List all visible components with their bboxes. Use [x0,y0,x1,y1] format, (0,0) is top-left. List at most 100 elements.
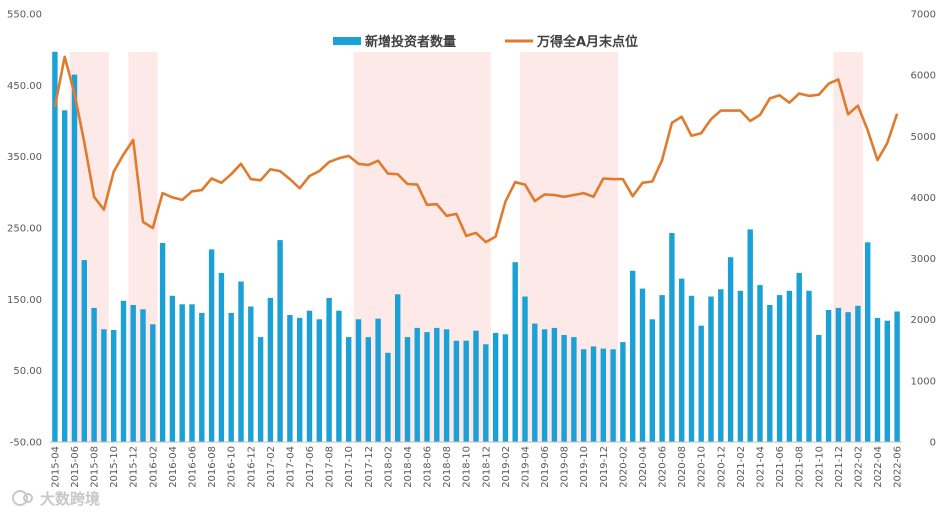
bar-2020-08 [679,278,685,442]
y-right-tick-label: 0 [930,438,936,449]
bar-2021-01 [727,257,734,442]
y-left-tick-label: 150.00 [7,295,42,306]
bar-2021-10 [816,335,822,442]
x-tick-label: 2020-08 [677,446,688,488]
x-tick-label: 2018-02 [383,446,394,488]
x-tick-label: 2021-08 [795,446,806,488]
x-tick-label: 2017-08 [325,446,336,488]
bar-2017-01 [257,337,264,442]
bar-2018-01 [375,318,381,442]
y-right-tick-label: 3000 [911,254,936,265]
bar-2016-10 [228,312,234,442]
x-tick-label: 2016-08 [207,446,218,488]
x-tick-label: 2015-08 [90,446,101,488]
x-tick-label: 2019-04 [521,446,532,488]
y-left-tick-label: -50.00 [10,438,42,449]
bar-2015-05 [62,110,68,443]
x-tick-label: 2021-06 [775,446,786,488]
x-tick-label: 2019-12 [599,446,610,488]
bar-2018-08 [443,329,450,442]
bar-2019-10 [581,349,587,442]
x-tick-label: 2016-10 [227,446,238,488]
bar-2022-04 [874,317,881,442]
bar-2017-03 [277,240,283,442]
x-tick-label: 2017-02 [266,446,277,488]
bar-2016-02 [150,324,156,442]
bar-2020-05 [649,319,655,442]
x-tick-label: 2019-02 [501,446,512,488]
bar-2022-03 [865,242,871,442]
bar-2019-01 [492,332,499,442]
bar-2016-06 [189,304,195,442]
x-tick-label: 2020-04 [638,446,649,488]
bar-2019-09 [571,337,577,442]
bar-2016-07 [199,312,205,442]
y-right-tick-label: 4000 [911,193,936,204]
bar-2015-07 [81,260,87,442]
y-right-tick-label: 2000 [911,315,936,326]
x-tick-label: 2018-04 [403,446,414,488]
x-tick-label: 2018-08 [442,446,453,488]
bar-2020-12 [718,289,724,442]
bar-2022-01 [845,312,851,442]
x-tick-label: 2018-12 [481,446,492,488]
bar-2020-07 [669,233,675,442]
bar-2018-12 [483,344,489,442]
line-series [53,55,899,244]
x-tick-label: 2019-08 [560,446,571,488]
x-tick-label: 2022-04 [873,446,884,488]
bar-2022-02 [855,305,861,442]
bar-2018-11 [473,330,479,442]
bar-2020-02 [620,342,626,442]
bar-2021-08 [796,272,802,442]
x-tick-label: 2015-12 [129,446,140,488]
bar-2021-07 [786,290,793,442]
bar-2017-07 [316,319,322,442]
x-tick-label: 2021-10 [814,446,825,488]
y-right-tick-label: 5000 [911,132,936,143]
x-tick-label: 2020-06 [658,446,669,488]
bar-2016-05 [179,304,185,442]
x-tick-label: 2016-06 [188,446,199,488]
legend-line-label: 万得全A月末点位 [536,34,638,50]
bar-2018-04 [404,337,411,442]
bar-2020-10 [698,325,704,442]
bar-2021-06 [776,295,783,442]
x-tick-label: 2015-06 [70,446,81,488]
x-tick-label: 2021-12 [834,446,845,488]
x-tick-label: 2017-12 [364,446,375,488]
bar-2016-04 [169,295,176,442]
bar-2018-03 [395,294,401,442]
x-tick-label: 2015-10 [109,446,120,488]
bar-2016-09 [218,272,225,442]
bar-2021-04 [757,285,763,442]
bar-2015-06 [71,74,78,442]
y-left-tick-label: 550.00 [7,10,42,21]
bar-2017-10 [346,337,352,442]
axes: 550.00 450.00 350.00 250.00 150.00 50.00 -50.0… [7,10,936,488]
bar-2019-02 [502,334,509,442]
x-tick-label: 2021-02 [736,446,747,488]
bar-2015-08 [91,307,97,442]
x-tick-label: 2018-06 [423,446,434,488]
x-tick-label: 2016-04 [168,446,179,488]
bar-2022-06 [894,311,900,442]
bar-2021-09 [806,290,812,442]
legend: 新增投资者数量 万得全A月末点位 [333,34,638,50]
y-right-tick-label: 6000 [911,71,936,82]
bar-2016-01 [140,309,146,442]
y-right-tick-label: 1000 [911,376,936,387]
legend-bar-swatch [333,37,361,45]
bar-2019-03 [512,262,518,442]
shaded-period-2 [353,52,491,442]
x-tick-label: 2017-10 [344,446,355,488]
bar-2019-05 [532,323,538,442]
bar-2018-09 [453,340,460,442]
bar-2018-10 [463,340,469,442]
x-tick-label: 2019-06 [540,446,551,488]
x-tick-label: 2020-12 [716,446,727,488]
bar-2017-05 [297,317,303,442]
x-tick-label: 2017-04 [285,446,296,488]
x-tick-label: 2022-02 [853,446,864,488]
